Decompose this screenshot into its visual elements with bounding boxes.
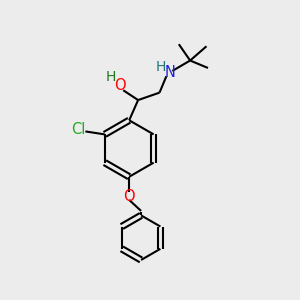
Text: O: O <box>123 189 135 204</box>
Text: O: O <box>115 78 126 93</box>
Text: H: H <box>105 70 116 85</box>
Text: N: N <box>165 65 176 80</box>
Text: Cl: Cl <box>71 122 85 137</box>
Text: H: H <box>155 60 166 74</box>
